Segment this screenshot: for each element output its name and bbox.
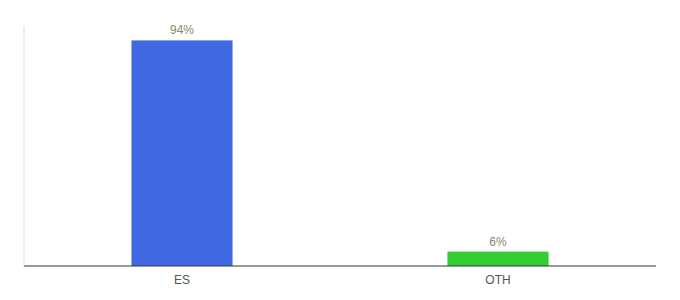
bars	[131, 40, 548, 266]
y-axis-line	[24, 26, 25, 266]
chart-container: ES OTH 94% 6%	[0, 0, 680, 300]
chart: ES OTH 94% 6%	[0, 0, 680, 300]
bar	[447, 252, 548, 266]
x-axis-line	[24, 265, 656, 266]
x-tick-label: OTH	[485, 273, 510, 287]
data-label: 6%	[489, 235, 507, 249]
bar	[131, 40, 232, 266]
x-tick-label: ES	[174, 273, 190, 287]
data-label: 94%	[170, 23, 194, 37]
